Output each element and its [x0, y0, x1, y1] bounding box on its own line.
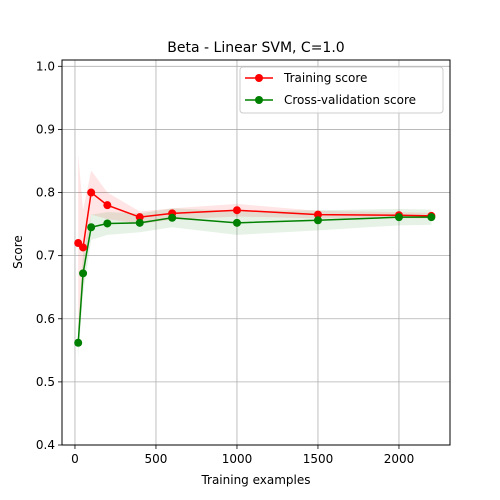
- training-point: [87, 188, 96, 197]
- y-axis-label: Score: [11, 235, 25, 269]
- x-axis-label: Training examples: [200, 473, 310, 487]
- cross-validation-line: [77, 216, 432, 343]
- legend-box: [239, 66, 444, 114]
- legend-training-marker: [255, 74, 263, 82]
- cross-validation-point: [232, 218, 241, 227]
- legend-training-label: Training score: [283, 71, 367, 85]
- training-point: [232, 206, 241, 215]
- training-band: [78, 154, 432, 332]
- y-tick-label: 0.7: [36, 249, 55, 263]
- training-line: [77, 191, 432, 249]
- cross-validation-point: [74, 338, 83, 347]
- y-tick-label: 1.0: [36, 59, 55, 73]
- training-point: [313, 210, 322, 219]
- std-bands: [78, 154, 432, 358]
- training-point: [103, 201, 112, 210]
- x-tick-label: 2000: [384, 452, 415, 466]
- x-tick-label: 500: [145, 452, 168, 466]
- series-lines: [77, 191, 432, 343]
- legend-cross-validation-marker: [255, 96, 263, 104]
- cross-validation-point: [394, 213, 403, 222]
- grid-lines: [62, 60, 450, 446]
- axis-ticks: 0 500 1000 1500 2000 0.4 0.5 0.6 0.7 0.8 0.9 1.0: [36, 59, 414, 466]
- cross-validation-point: [427, 213, 436, 222]
- training-point: [135, 213, 144, 222]
- y-tick-label: 0.5: [36, 375, 55, 389]
- y-tick-label: 0.4: [36, 438, 55, 452]
- training-point: [79, 243, 88, 252]
- x-tick-label: 0: [71, 452, 79, 466]
- y-tick-label: 0.9: [36, 122, 55, 136]
- cross-validation-point: [79, 269, 88, 278]
- cross-validation-point: [87, 223, 96, 232]
- series-markers: [74, 188, 436, 347]
- chart-title: Beta - Linear SVM, C=1.0: [167, 40, 344, 56]
- x-tick-label: 1500: [303, 452, 334, 466]
- y-tick-label: 0.6: [36, 312, 55, 326]
- plot-frame: [61, 59, 451, 446]
- legend-cross-validation-label: Cross-validation score: [284, 93, 416, 107]
- cross-validation-band: [78, 208, 432, 358]
- cross-validation-point: [313, 216, 322, 225]
- cross-validation-point: [103, 219, 112, 228]
- x-tick-label: 1000: [222, 452, 253, 466]
- legend: Training score Cross-validation score: [239, 66, 444, 114]
- cross-validation-point: [135, 218, 144, 227]
- y-tick-label: 0.8: [36, 186, 55, 200]
- cross-validation-point: [168, 213, 177, 222]
